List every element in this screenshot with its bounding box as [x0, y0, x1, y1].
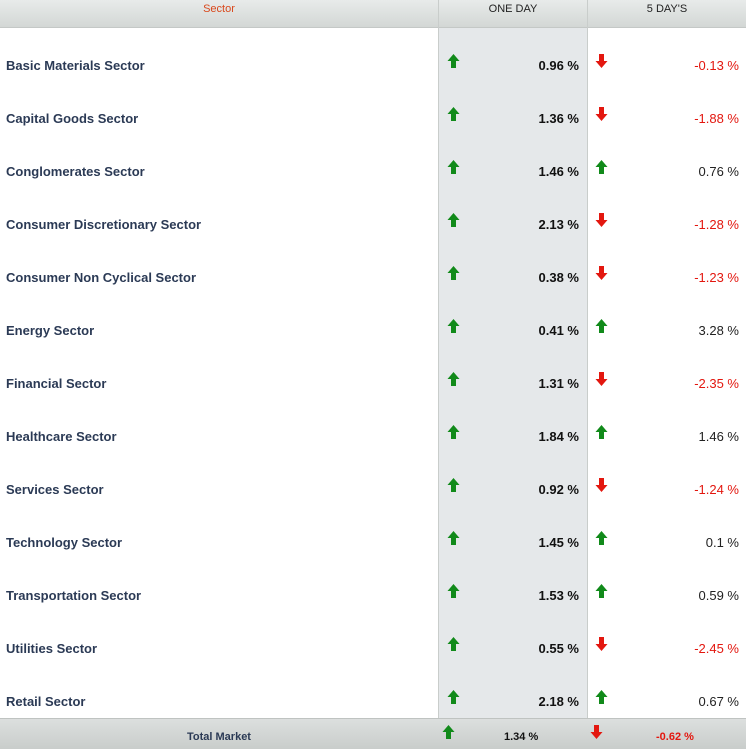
one-day-value: 0.55 %: [538, 641, 579, 656]
five-day-value: -1.88 %: [694, 111, 739, 126]
one-day-column-shade: [439, 28, 587, 718]
five-day-value: 0.67 %: [698, 694, 739, 709]
sector-name-link[interactable]: Financial Sector: [6, 376, 107, 391]
table-row[interactable]: Retail Sector 2.18 % 0.67 %: [0, 676, 746, 729]
up-arrow-icon: [595, 584, 608, 598]
table-row[interactable]: Capital Goods Sector 1.36 % -1.88 %: [0, 93, 746, 146]
five-day-value: -2.35 %: [694, 376, 739, 391]
sector-name-link[interactable]: Technology Sector: [6, 535, 123, 550]
up-arrow-icon: [447, 213, 460, 227]
down-arrow-icon: [595, 478, 608, 492]
down-arrow-icon: [595, 107, 608, 121]
sector-name-link[interactable]: Energy Sector: [6, 323, 95, 338]
up-arrow-icon: [447, 372, 460, 386]
total-market-row: Total Market 1.34 % -0.62 %: [0, 718, 746, 749]
up-arrow-icon: [595, 690, 608, 704]
up-arrow-icon: [447, 478, 460, 492]
five-day-value: -1.28 %: [694, 217, 739, 232]
down-arrow-icon: [595, 266, 608, 280]
down-arrow-icon: [595, 372, 608, 386]
one-day-value: 1.31 %: [538, 376, 579, 391]
up-arrow-icon: [595, 531, 608, 545]
five-day-value: -0.13 %: [694, 58, 739, 73]
up-arrow-icon: [447, 266, 460, 280]
sector-name-link[interactable]: Consumer Non Cyclical Sector: [6, 270, 196, 285]
total-one-day-arrow-icon: [442, 725, 455, 739]
one-day-value: 0.38 %: [538, 270, 579, 285]
one-day-value: 2.18 %: [538, 694, 579, 709]
one-day-value: 2.13 %: [538, 217, 579, 232]
five-day-column-header[interactable]: 5 DAY'S: [646, 3, 688, 15]
sector-name-link[interactable]: Retail Sector: [6, 694, 86, 709]
up-arrow-icon: [595, 160, 608, 174]
one-day-value: 1.46 %: [538, 164, 579, 179]
five-day-value: 3.28 %: [698, 323, 739, 338]
five-day-value: -2.45 %: [694, 641, 739, 656]
up-arrow-icon: [447, 584, 460, 598]
table-row[interactable]: Basic Materials Sector 0.96 % -0.13 %: [0, 40, 746, 93]
five-day-value: -1.23 %: [694, 270, 739, 285]
five-day-value: 0.59 %: [698, 588, 739, 603]
table-row[interactable]: Consumer Discretionary Sector 2.13 % -1.28…: [0, 199, 746, 252]
sector-name-link[interactable]: Healthcare Sector: [6, 429, 117, 444]
sector-name-link[interactable]: Basic Materials Sector: [6, 58, 145, 73]
sector-column-header[interactable]: Sector: [203, 3, 235, 15]
table-row[interactable]: Utilities Sector 0.55 % -2.45 %: [0, 623, 746, 676]
five-day-value: -1.24 %: [694, 482, 739, 497]
up-arrow-icon: [447, 107, 460, 121]
total-five-day-value: -0.62 %: [656, 731, 694, 743]
up-arrow-icon: [447, 531, 460, 545]
down-arrow-icon: [595, 637, 608, 651]
up-arrow-icon: [447, 637, 460, 651]
up-arrow-icon: [447, 160, 460, 174]
up-arrow-icon: [595, 425, 608, 439]
table-row[interactable]: Healthcare Sector 1.84 % 1.46 %: [0, 411, 746, 464]
sector-name-link[interactable]: Conglomerates Sector: [6, 164, 145, 179]
down-arrow-icon: [595, 213, 608, 227]
column-divider: [587, 0, 588, 748]
up-arrow-icon: [447, 690, 460, 704]
up-arrow-icon: [595, 319, 608, 333]
one-day-value: 1.53 %: [538, 588, 579, 603]
table-row[interactable]: Energy Sector 0.41 % 3.28 %: [0, 305, 746, 358]
total-market-label: Total Market: [187, 731, 251, 743]
column-divider: [438, 0, 439, 748]
one-day-value: 1.36 %: [538, 111, 579, 126]
sector-name-link[interactable]: Transportation Sector: [6, 588, 142, 603]
sector-name-link[interactable]: Consumer Discretionary Sector: [6, 217, 202, 232]
table-row[interactable]: Conglomerates Sector 1.46 % 0.76 %: [0, 146, 746, 199]
table-header: Sector ONE DAY 5 DAY'S: [0, 0, 746, 28]
one-day-value: 0.92 %: [538, 482, 579, 497]
table-row[interactable]: Transportation Sector 1.53 % 0.59 %: [0, 570, 746, 623]
one-day-value: 1.45 %: [538, 535, 579, 550]
one-day-value: 0.41 %: [538, 323, 579, 338]
sector-name-link[interactable]: Services Sector: [6, 482, 104, 497]
one-day-value: 0.96 %: [538, 58, 579, 73]
one-day-column-header[interactable]: ONE DAY: [488, 3, 538, 15]
sector-name-link[interactable]: Utilities Sector: [6, 641, 98, 656]
table-row[interactable]: Financial Sector 1.31 % -2.35 %: [0, 358, 746, 411]
five-day-value: 1.46 %: [698, 429, 739, 444]
table-row[interactable]: Consumer Non Cyclical Sector 0.38 % -1.23 …: [0, 252, 746, 305]
total-five-day-arrow-icon: [590, 725, 603, 739]
up-arrow-icon: [447, 54, 460, 68]
table-row[interactable]: Technology Sector 1.45 % 0.1 %: [0, 517, 746, 570]
total-one-day-value: 1.34 %: [504, 731, 539, 743]
up-arrow-icon: [447, 319, 460, 333]
table-row[interactable]: Services Sector 0.92 % -1.24 %: [0, 464, 746, 517]
five-day-value: 0.76 %: [698, 164, 739, 179]
five-day-value: 0.1 %: [705, 535, 739, 550]
down-arrow-icon: [595, 54, 608, 68]
up-arrow-icon: [447, 425, 460, 439]
one-day-value: 1.84 %: [538, 429, 579, 444]
sector-name-link[interactable]: Capital Goods Sector: [6, 111, 139, 126]
